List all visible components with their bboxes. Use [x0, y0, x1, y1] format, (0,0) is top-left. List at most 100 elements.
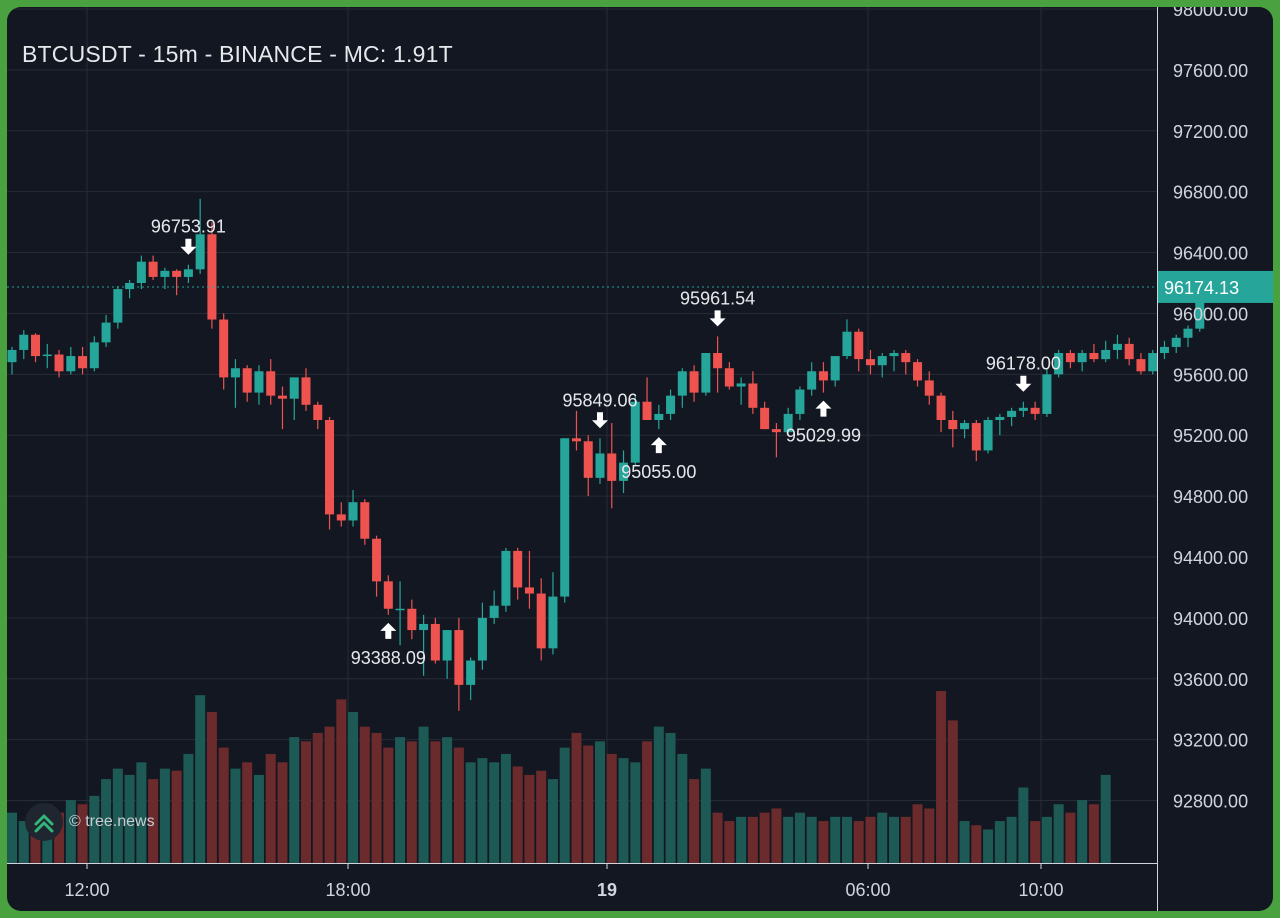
arrow-down-icon: [592, 412, 608, 429]
candle: [430, 617, 440, 664]
candle-body: [901, 353, 911, 363]
candle-body: [42, 354, 52, 357]
candle-body: [31, 334, 41, 357]
volume-bar: [500, 753, 511, 863]
candle: [1089, 343, 1099, 363]
candle-body: [607, 453, 617, 481]
volume-bar: [1088, 804, 1099, 863]
volume-bar: [512, 766, 523, 863]
candle-body: [1136, 359, 1146, 372]
candle-body: [113, 289, 123, 323]
candle: [7, 346, 17, 375]
candle-body: [1042, 374, 1052, 414]
arrow-up-icon: [815, 400, 832, 417]
volume-bar: [253, 774, 264, 863]
y-tick-label: 94800.00: [1173, 487, 1248, 507]
high-label: 96753.91: [151, 217, 226, 237]
volume-bar: [818, 821, 829, 863]
candle-body: [642, 401, 652, 420]
candle-body: [254, 371, 264, 393]
volume-bar: [453, 747, 464, 863]
candlestick-chart[interactable]: 96174.13 96753.91 93388.09 95849.06 95055.0…: [7, 7, 1273, 911]
candle: [477, 602, 487, 670]
candle: [242, 365, 252, 402]
arrow-up-icon: [380, 622, 397, 639]
candle-body: [666, 395, 676, 414]
volume-bar: [359, 726, 370, 863]
volume-bar: [489, 762, 500, 863]
volume-bar: [630, 762, 641, 863]
candle: [383, 575, 393, 615]
high-label: 96178.00: [986, 354, 1061, 374]
low-marker: 93388.09: [351, 622, 426, 668]
candle-body: [854, 331, 864, 360]
volume-bar: [912, 804, 923, 863]
volume-bar: [430, 741, 441, 863]
candle: [113, 286, 123, 329]
volume-bar: [536, 770, 547, 863]
volume-bar: [465, 762, 476, 863]
current-price-label: 96174.13: [1164, 278, 1239, 298]
x-tick-label: 06:00: [845, 880, 890, 900]
volume-bar: [101, 779, 112, 863]
candle-body: [1112, 343, 1122, 350]
candle: [583, 435, 593, 497]
candle-body: [736, 383, 746, 387]
candle-body: [1089, 353, 1099, 360]
candle-body: [818, 371, 828, 381]
candle-body: [548, 596, 558, 649]
volume-bar: [112, 768, 123, 863]
candle-body: [1065, 353, 1075, 363]
candle-body: [419, 623, 429, 631]
candle-body: [936, 395, 946, 420]
volume-bar: [136, 762, 147, 863]
volume-bar: [936, 691, 947, 863]
candle: [1077, 349, 1087, 372]
volume-bar: [1077, 800, 1088, 863]
candle: [136, 255, 146, 290]
candle-body: [407, 608, 417, 631]
candle-body: [125, 283, 135, 290]
candle: [701, 353, 711, 396]
volume-bar: [665, 732, 676, 863]
arrow-down-icon: [180, 238, 197, 255]
volume-bar: [642, 741, 653, 863]
candle: [1148, 349, 1158, 375]
candle: [689, 365, 699, 402]
y-tick-label: 92800.00: [1173, 792, 1248, 812]
volume-bar: [877, 812, 888, 863]
candle: [548, 572, 558, 655]
candle-body: [571, 438, 581, 442]
candle-body: [865, 359, 875, 366]
candle: [277, 386, 287, 430]
high-marker: 96178.00: [986, 354, 1061, 392]
candle: [724, 362, 734, 390]
volume-bar: [348, 711, 359, 863]
candle-body: [360, 502, 370, 539]
candle: [971, 420, 981, 462]
high-marker: 95849.06: [562, 390, 638, 429]
candle-body: [19, 334, 29, 350]
arrow-down-icon: [1015, 375, 1032, 392]
candle: [1042, 368, 1052, 417]
candle-body: [54, 354, 64, 372]
candle: [301, 368, 311, 411]
candle-body: [1148, 353, 1158, 372]
volume-bar: [606, 753, 617, 863]
candle: [42, 343, 52, 369]
candle: [501, 547, 511, 612]
candle: [172, 269, 182, 296]
candle-body: [807, 371, 817, 390]
candle: [183, 264, 193, 283]
y-tick-label: 94000.00: [1173, 609, 1248, 629]
candle: [348, 490, 358, 527]
candle: [795, 386, 805, 420]
candle: [948, 410, 958, 448]
x-tick-label: 10:00: [1018, 880, 1063, 900]
candle: [207, 222, 217, 329]
low-label: 95055.00: [621, 462, 696, 482]
candle: [1030, 401, 1040, 420]
chart-frame: 96174.13 96753.91 93388.09 95849.06 95055.0…: [7, 7, 1273, 911]
candle: [125, 279, 135, 299]
volume-bar: [442, 737, 453, 863]
